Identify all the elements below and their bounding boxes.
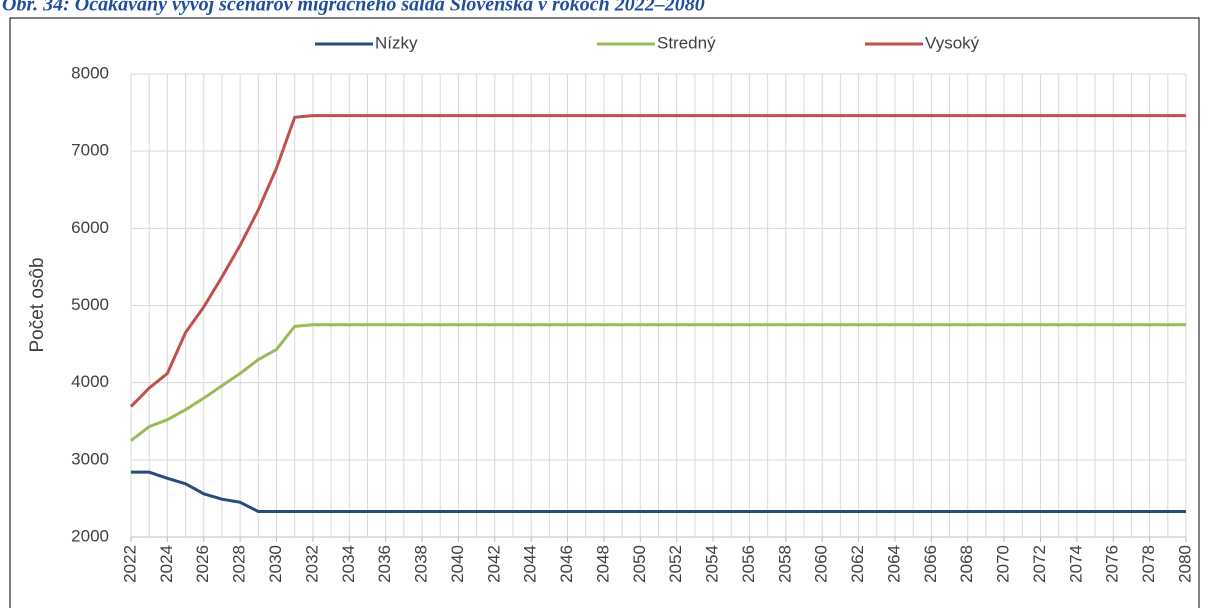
y-tick-label: 3000: [71, 449, 109, 468]
x-tick-label: 2060: [812, 545, 831, 583]
series-line: [131, 470, 1186, 514]
series-line: [130, 323, 1186, 442]
x-tick-label: 2052: [666, 545, 685, 583]
chart-frame: [9, 17, 1200, 608]
x-tick-label: 2070: [994, 545, 1013, 583]
chart-title: Obr. 34: Očakávaný vývoj scenárov migrač…: [2, 0, 705, 16]
legend-label: Nízky: [375, 33, 418, 52]
x-tick-label: 2076: [1103, 545, 1122, 583]
x-tick-label: 2068: [957, 545, 976, 583]
x-tick-label: 2048: [593, 545, 612, 583]
x-tick-label: 2030: [266, 545, 285, 583]
x-tick-label: 2078: [1139, 545, 1158, 583]
x-tick-label: 2066: [921, 545, 940, 583]
x-tick-label: 2038: [412, 545, 431, 583]
y-tick-label: 4000: [71, 372, 109, 391]
y-tick-label: 2000: [71, 526, 109, 545]
x-tick-label: 2028: [230, 545, 249, 583]
x-tick-label: 2046: [557, 545, 576, 583]
legend-label: Vysoký: [925, 33, 980, 52]
x-tick-label: 2080: [1175, 545, 1194, 583]
y-tick-label: 5000: [71, 295, 109, 314]
x-tick-label: 2036: [375, 545, 394, 583]
x-tick-label: 2040: [448, 545, 467, 583]
x-tick-label: 2064: [884, 545, 903, 583]
y-tick-label: 7000: [71, 141, 109, 160]
series-line: [129, 114, 1186, 408]
x-tick-label: 2062: [848, 545, 867, 583]
y-tick-label: 6000: [71, 218, 109, 237]
x-tick-label: 2022: [120, 545, 139, 583]
legend-label: Stredný: [657, 33, 716, 52]
x-tick-label: 2074: [1066, 545, 1085, 583]
x-tick-label: 2032: [302, 545, 321, 583]
x-tick-label: 2034: [339, 545, 358, 583]
x-tick-label: 2058: [775, 545, 794, 583]
x-tick-label: 2050: [630, 545, 649, 583]
x-tick-label: 2056: [739, 545, 758, 583]
x-tick-label: 2072: [1030, 545, 1049, 583]
x-tick-label: 2054: [703, 545, 722, 583]
y-axis-label: Počet osôb: [27, 257, 48, 352]
x-tick-label: 2026: [193, 545, 212, 583]
x-tick-label: 2042: [484, 545, 503, 583]
x-tick-label: 2044: [521, 545, 540, 583]
y-tick-label: 8000: [71, 63, 109, 82]
x-tick-label: 2024: [157, 545, 176, 583]
